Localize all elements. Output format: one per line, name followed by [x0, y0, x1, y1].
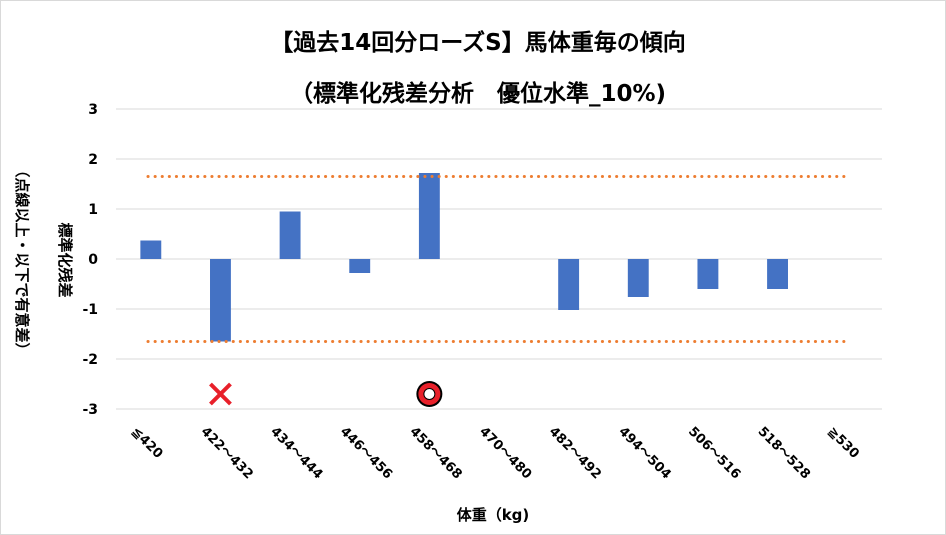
bar — [279, 211, 301, 259]
chart-title: 【過去14回分ローズS】馬体重毎の傾向 — [270, 29, 685, 56]
x-tick-label: 422～432 — [198, 424, 256, 482]
x-tick-label: 458～468 — [407, 424, 465, 482]
x-tick-label: 446～456 — [337, 424, 395, 482]
y-tick-label: -3 — [82, 402, 98, 418]
x-tick-label: 518～528 — [755, 424, 813, 482]
bar — [418, 173, 440, 259]
y-tick-label: 1 — [88, 202, 98, 218]
markers — [209, 381, 443, 407]
bar — [210, 259, 231, 342]
bar — [558, 259, 580, 310]
threshold-lines — [146, 175, 850, 343]
x-axis-label: 体重（kg) — [457, 506, 530, 524]
cross-mark-icon — [209, 382, 232, 406]
bar — [140, 240, 162, 259]
y-tick-labels: 3 2 1 0 -1 -2 -3 — [82, 102, 98, 418]
y-tick-label: -2 — [82, 352, 98, 368]
bar — [767, 259, 788, 289]
x-tick-label: 482～492 — [546, 424, 604, 482]
bar-series — [140, 173, 788, 342]
bar — [627, 259, 649, 297]
y-tick-label: 2 — [88, 152, 98, 168]
y-tick-label: 0 — [88, 252, 98, 268]
y-tick-label: 3 — [88, 102, 98, 118]
y-tick-label: -1 — [82, 302, 98, 318]
chart-subtitle: （標準化残差分析 優位水準_10%) — [290, 80, 666, 107]
y-axis-label: 標準化残差 — [56, 222, 74, 297]
bar — [697, 259, 719, 289]
x-tick-label: ≧530 — [824, 424, 861, 461]
x-tick-label: ≦420 — [128, 424, 165, 461]
y-axis-note: （点線以上・以下で有意差） — [13, 162, 31, 357]
bar — [349, 259, 371, 273]
gridlines — [116, 108, 882, 410]
x-tick-label: 434～444 — [267, 424, 325, 482]
x-tick-labels: ≦420 422～432 434～444 446～456 458～468 470～480 4… — [128, 424, 862, 482]
x-tick-label: 494～504 — [615, 424, 673, 482]
double-circle-icon — [416, 381, 443, 407]
x-tick-label: 506～516 — [685, 424, 743, 482]
x-tick-label: 470～480 — [476, 424, 534, 482]
cross-stroke — [209, 382, 232, 406]
circle-center — [424, 389, 435, 399]
